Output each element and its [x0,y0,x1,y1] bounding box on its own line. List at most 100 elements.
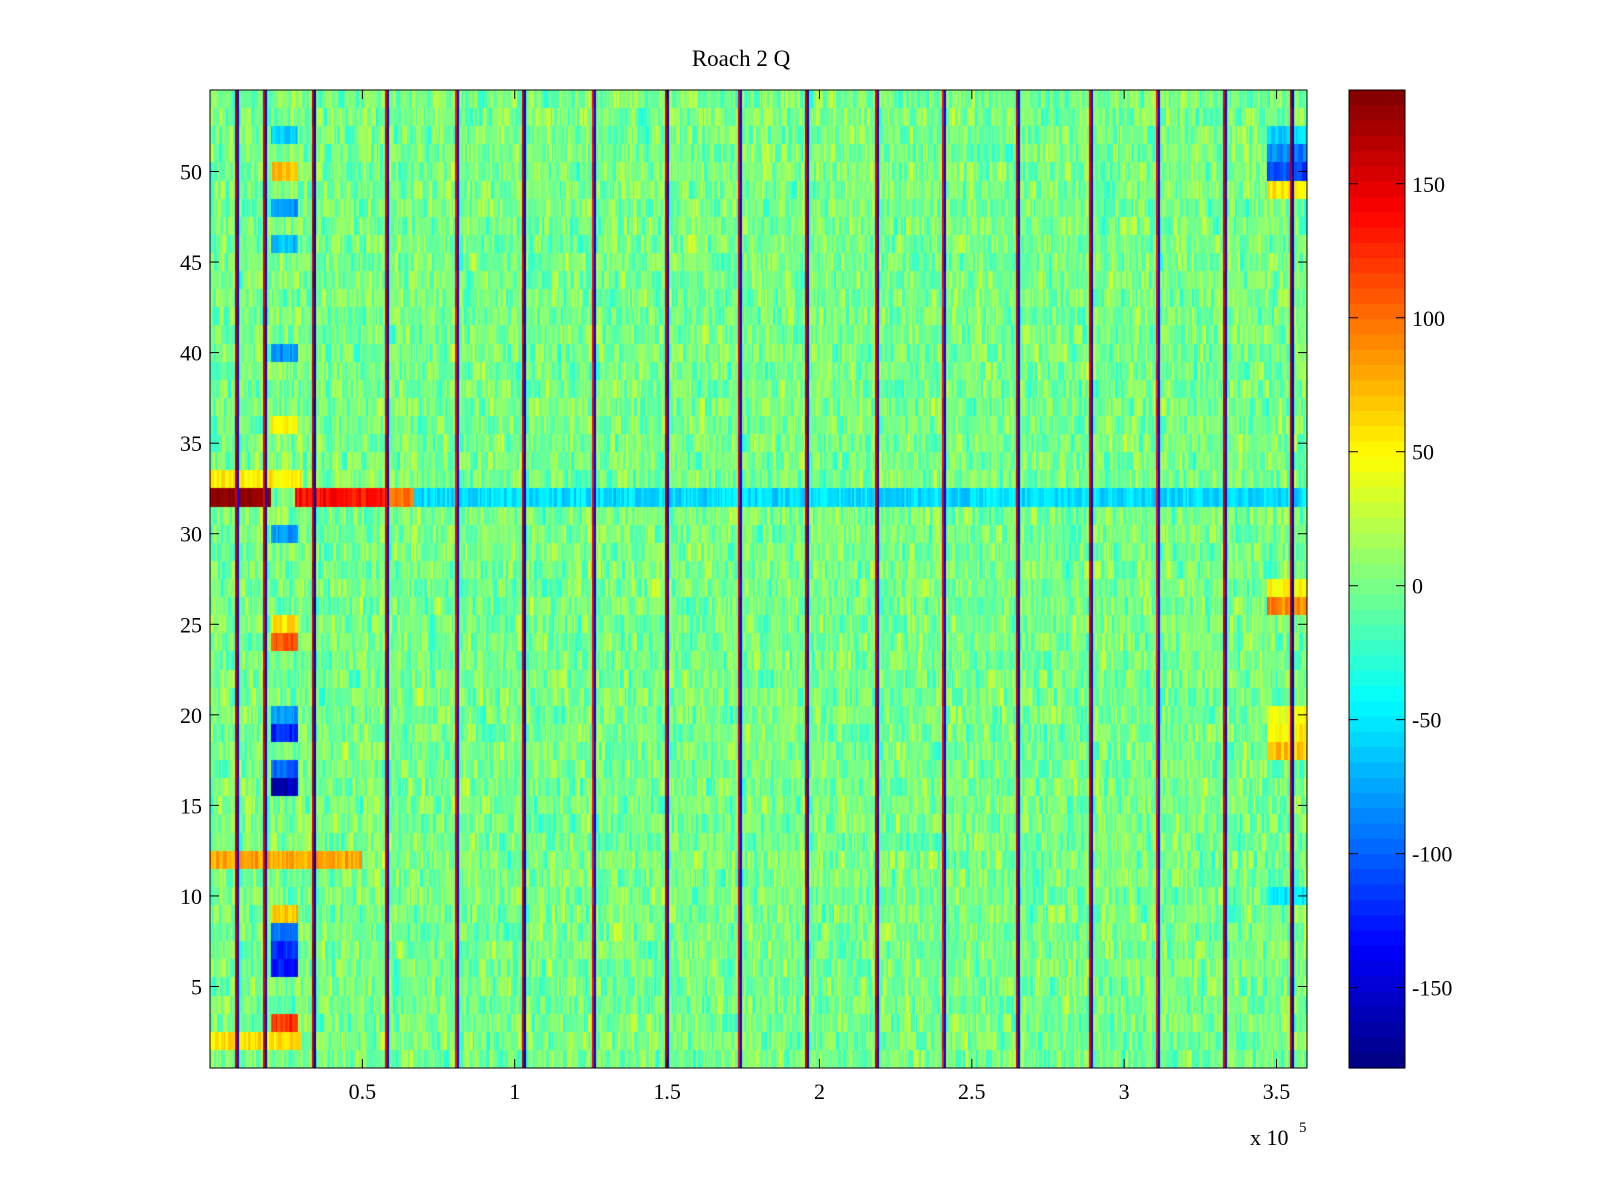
colorbar-step [1349,472,1405,488]
colorbar-step [1349,258,1405,274]
x-tick-label: 2.5 [958,1079,986,1104]
colorbar-gradient [1349,90,1405,1069]
y-tick-label: 25 [180,612,202,637]
colorbar-tick-label: 50 [1412,440,1434,465]
colorbar-step [1349,1052,1405,1069]
x-tick-label: 3.5 [1263,1079,1291,1104]
x-tick-label: 0.5 [349,1079,377,1104]
colorbar-step [1349,456,1405,473]
colorbar-step [1349,181,1405,198]
colorbar-step [1349,426,1405,443]
colorbar-step [1349,349,1405,366]
heatmap-image [210,90,1307,1068]
y-tick-label: 20 [180,703,202,728]
plot-area: 0.5 1 1.5 2 2.5 3 3.5 5 10 15 20 25 30 35 40 45 50 x 10… [180,89,1308,1150]
colorbar-step [1349,166,1405,183]
colorbar-step [1349,579,1405,595]
colorbar-step [1349,655,1405,672]
colorbar-step [1349,517,1405,534]
colorbar-step [1349,288,1405,305]
colorbar-tick-label: 100 [1412,306,1445,331]
y-tick-label: 35 [180,431,202,456]
colorbar-step [1349,563,1405,580]
colorbar-step [1349,915,1405,932]
colorbar-tick-label: -100 [1412,842,1452,867]
colorbar-step [1349,135,1405,152]
y-tick-label: 50 [180,160,202,185]
colorbar: -150 -100 -50 0 50 100 150 [1348,89,1452,1069]
colorbar-step [1349,105,1405,122]
heatmap-cells [210,90,1307,1068]
colorbar-frame [1348,89,1406,1069]
y-tick-label: 30 [180,522,202,547]
colorbar-step [1349,640,1405,657]
colorbar-step [1349,823,1405,840]
x-tick-label: 1.5 [653,1079,681,1104]
colorbar-tick-label: -150 [1412,976,1452,1001]
colorbar-tick-label: 0 [1412,574,1423,599]
y-axis: 5 10 15 20 25 30 35 40 45 50 [180,160,1307,1000]
colorbar-step [1349,1006,1405,1023]
colorbar-step [1349,120,1405,137]
colorbar-step [1349,899,1405,916]
colorbar-step [1349,869,1405,886]
y-tick-label: 45 [180,250,202,275]
colorbar-step [1349,410,1405,427]
colorbar-step [1349,838,1405,855]
colorbar-step [1349,441,1405,458]
colorbar-step [1349,380,1405,397]
colorbar-ticks: -150 -100 -50 0 50 100 150 [1349,172,1452,1001]
colorbar-step [1349,976,1405,993]
plot-frame [209,89,1308,1069]
y-tick-label: 10 [180,884,202,909]
colorbar-step [1349,991,1405,1008]
colorbar-step [1349,701,1405,718]
colorbar-step [1349,334,1405,351]
colorbar-step [1349,854,1405,870]
colorbar-step [1349,609,1405,626]
colorbar-step [1349,777,1405,794]
colorbar-step [1349,670,1405,687]
colorbar-step [1349,487,1405,504]
colorbar-step [1349,548,1405,565]
colorbar-step [1349,212,1405,229]
colorbar-tick-label: 150 [1412,172,1445,197]
colorbar-step [1349,961,1405,977]
colorbar-step [1349,1037,1405,1054]
colorbar-step [1349,319,1405,336]
x-multiplier-label: x 10 [1250,1125,1289,1150]
colorbar-step [1349,624,1405,641]
colorbar-step [1349,792,1405,809]
colorbar-step [1349,1022,1405,1039]
colorbar-step [1349,502,1405,519]
colorbar-step [1349,242,1405,259]
colorbar-step [1349,303,1405,320]
x-multiplier-exponent: 5 [1299,1120,1307,1136]
colorbar-step [1349,716,1405,733]
colorbar-step [1349,747,1405,763]
colorbar-step [1349,365,1405,381]
x-tick-label: 1 [509,1079,520,1104]
colorbar-step [1349,227,1405,244]
colorbar-step [1349,762,1405,779]
chart-title: Roach 2 Q [692,46,791,71]
colorbar-step [1349,808,1405,825]
colorbar-step [1349,731,1405,748]
colorbar-step [1349,594,1405,611]
x-axis: 0.5 1 1.5 2 2.5 3 3.5 [349,90,1291,1104]
colorbar-step [1349,196,1405,213]
colorbar-step [1349,90,1405,106]
x-multiplier: x 10 5 [1250,1120,1307,1150]
colorbar-step [1349,945,1405,962]
x-tick-label: 3 [1119,1079,1130,1104]
y-tick-label: 15 [180,793,202,818]
colorbar-step [1349,884,1405,901]
colorbar-step [1349,273,1405,290]
colorbar-tick-label: -50 [1412,708,1441,733]
colorbar-step [1349,151,1405,168]
y-tick-label: 5 [191,975,202,1000]
colorbar-step [1349,395,1405,412]
colorbar-step [1349,533,1405,550]
y-tick-label: 40 [180,341,202,366]
